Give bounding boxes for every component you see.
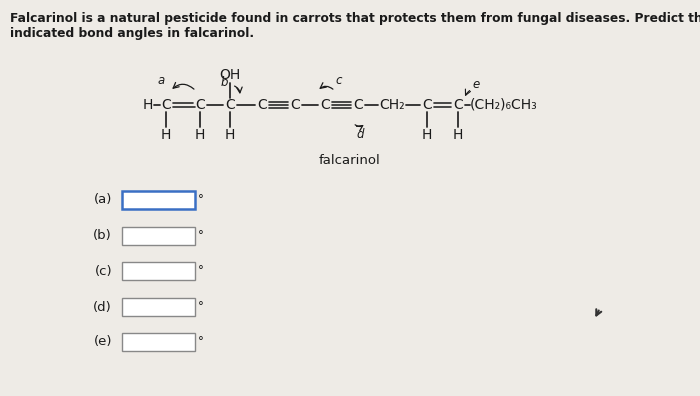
Text: °: ° bbox=[198, 194, 204, 206]
Text: C: C bbox=[161, 98, 171, 112]
Text: °: ° bbox=[198, 265, 204, 278]
Text: H: H bbox=[143, 98, 153, 112]
Text: Falcarinol is a natural pesticide found in carrots that protects them from funga: Falcarinol is a natural pesticide found … bbox=[10, 12, 700, 25]
Text: (a): (a) bbox=[94, 194, 112, 206]
Text: C: C bbox=[422, 98, 432, 112]
Text: b: b bbox=[220, 76, 228, 89]
Text: H: H bbox=[161, 128, 172, 142]
Bar bbox=[122, 227, 195, 245]
Text: (d): (d) bbox=[93, 301, 112, 314]
Text: a: a bbox=[158, 74, 164, 88]
Text: (e): (e) bbox=[94, 335, 112, 348]
Text: C: C bbox=[195, 98, 205, 112]
Text: H: H bbox=[422, 128, 432, 142]
Text: indicated bond angles in falcarinol.: indicated bond angles in falcarinol. bbox=[10, 27, 254, 40]
Text: C: C bbox=[320, 98, 330, 112]
Text: C: C bbox=[257, 98, 267, 112]
Text: C: C bbox=[353, 98, 363, 112]
Text: C: C bbox=[225, 98, 235, 112]
Text: °: ° bbox=[198, 230, 204, 242]
Text: C: C bbox=[453, 98, 463, 112]
Text: °: ° bbox=[198, 335, 204, 348]
Text: e: e bbox=[473, 78, 480, 91]
Text: (CH₂)₆CH₃: (CH₂)₆CH₃ bbox=[470, 98, 538, 112]
Text: OH: OH bbox=[219, 68, 241, 82]
Text: d: d bbox=[356, 128, 364, 141]
Text: H: H bbox=[453, 128, 463, 142]
Text: C: C bbox=[290, 98, 300, 112]
Text: (b): (b) bbox=[93, 230, 112, 242]
Bar bbox=[122, 191, 195, 209]
Text: °: ° bbox=[198, 301, 204, 314]
Text: falcarinol: falcarinol bbox=[319, 154, 381, 166]
Text: (c): (c) bbox=[94, 265, 112, 278]
Text: CH₂: CH₂ bbox=[379, 98, 405, 112]
Bar bbox=[122, 298, 195, 316]
Text: c: c bbox=[336, 74, 342, 88]
Bar bbox=[122, 262, 195, 280]
Text: H: H bbox=[195, 128, 205, 142]
Text: H: H bbox=[225, 128, 235, 142]
Bar bbox=[122, 333, 195, 351]
